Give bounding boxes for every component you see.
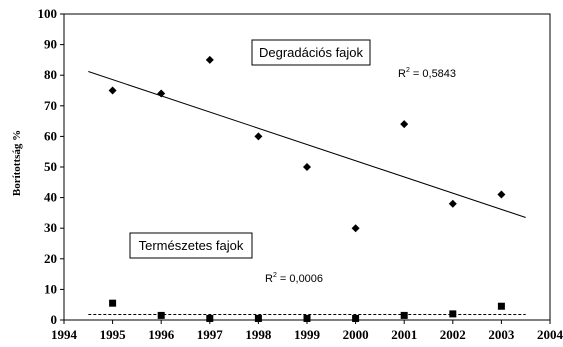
y-tick-label: 90 (44, 37, 57, 52)
r2-label: R (265, 273, 273, 285)
x-tick-label: 2000 (343, 327, 369, 342)
data-point-series-0 (497, 190, 506, 199)
series-label-box-termeszetes: Természetes fajok (129, 232, 253, 259)
data-point-series-0 (254, 132, 263, 141)
data-point-series-1 (254, 314, 262, 322)
data-point-series-1 (449, 310, 457, 318)
data-point-series-0 (351, 224, 360, 233)
data-point-series-1 (157, 311, 165, 319)
data-point-series-1 (206, 314, 214, 322)
r2-annotation-termeszetes: R2 = 0,0006 (265, 272, 323, 285)
data-point-series-1 (109, 299, 117, 307)
data-point-series-0 (448, 199, 457, 208)
series-label-degradacios: Degradációs fajok (259, 45, 364, 60)
x-tick-label: 1996 (148, 327, 175, 342)
r2-annotation-degradacios: R2 = 0,5843 (398, 67, 456, 80)
data-markers (108, 55, 506, 322)
y-tick-label: 80 (44, 67, 57, 82)
x-tick-label: 2003 (488, 327, 515, 342)
data-point-series-1 (303, 314, 311, 322)
series-label-termeszetes: Természetes fajok (139, 238, 244, 253)
y-tick-label: 0 (51, 312, 58, 327)
y-tick-label: 20 (44, 251, 57, 266)
x-tick-label: 1994 (51, 327, 78, 342)
y-axis-label: Borítottság % (11, 130, 23, 196)
y-tick-label: 100 (38, 6, 58, 21)
r2-exponent: 2 (406, 67, 410, 74)
y-axis-label-group: Borítottság % (11, 130, 23, 196)
x-tick-label: 2004 (537, 327, 563, 342)
data-point-series-0 (157, 89, 166, 98)
x-tick-label: 1999 (294, 327, 321, 342)
r2-value: = 0,0006 (277, 273, 323, 285)
data-point-series-0 (303, 163, 311, 171)
y-tick-label: 10 (44, 281, 57, 296)
y-tick-label: 60 (44, 128, 57, 143)
x-tick-label: 1995 (100, 327, 127, 342)
r2-label: R (398, 68, 406, 80)
x-tick-label: 1997 (197, 327, 224, 342)
y-axis-ticks: 0 10 20 30 40 50 60 70 80 90 100 (38, 6, 64, 327)
x-tick-label: 2002 (440, 327, 466, 342)
y-tick-label: 30 (44, 220, 57, 235)
data-point-series-1 (352, 314, 360, 322)
x-axis-ticks: 1994 1995 1996 1997 1998 1999 2000 2001 2002 2003… (51, 320, 563, 342)
x-tick-label: 2001 (391, 327, 417, 342)
data-point-series-0 (205, 55, 214, 64)
series-label-box-frame (251, 39, 371, 66)
series-label-box-frame (129, 232, 253, 259)
y-tick-label: 40 (44, 190, 57, 205)
y-tick-label: 70 (44, 98, 57, 113)
r2-exponent: 2 (273, 272, 277, 279)
data-point-series-1 (400, 311, 408, 319)
y-tick-label: 50 (44, 159, 57, 174)
r2-value: = 0,5843 (410, 68, 456, 80)
data-point-series-0 (108, 86, 117, 95)
x-tick-label: 1998 (245, 327, 272, 342)
series-label-box-degradacios: Degradációs fajok (251, 39, 371, 66)
data-point-series-0 (400, 120, 409, 129)
data-point-series-1 (497, 302, 505, 310)
